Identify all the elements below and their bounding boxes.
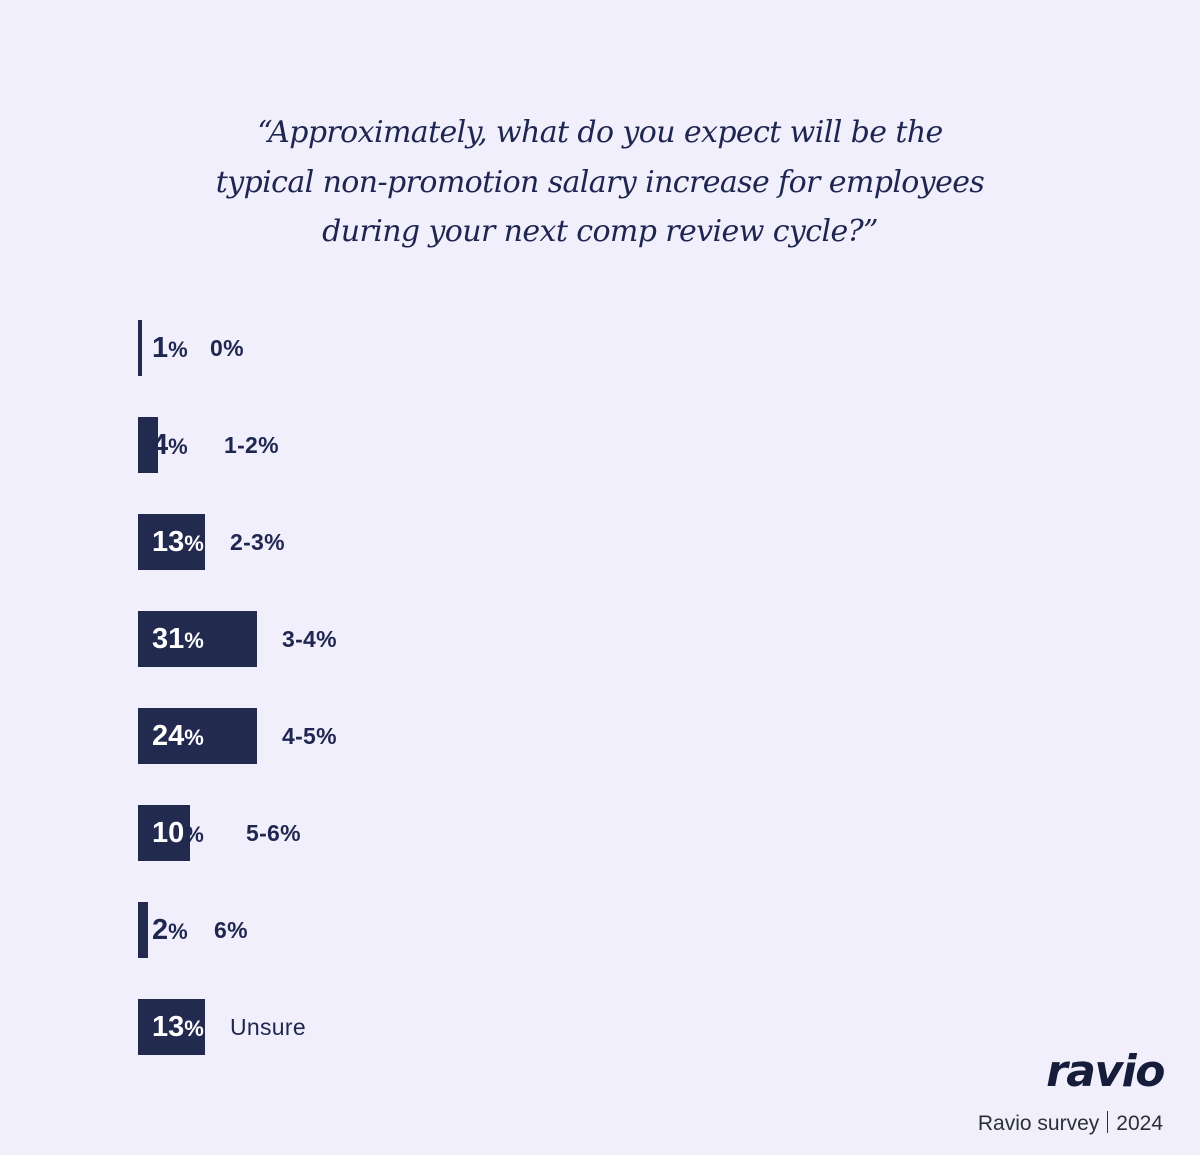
- bar-value-label: 4%: [152, 429, 188, 461]
- bar-value-label: 1%: [152, 332, 188, 364]
- title-line-2: typical non-promotion salary increase fo…: [215, 164, 985, 200]
- category-label: 2-3%: [230, 529, 285, 555]
- category-label: 1-2%: [224, 432, 279, 458]
- bar-row-3: 31% 3-4%: [138, 611, 938, 667]
- bar: [138, 999, 205, 1055]
- bar: [138, 514, 205, 570]
- bar-value-label: 2%: [152, 914, 188, 946]
- bar-value-label: 24%: [152, 720, 204, 752]
- source-footer: Ravio survey 2024: [978, 1111, 1163, 1136]
- bar-row-0: 1% 0%: [138, 320, 938, 376]
- ravio-logo: ravio: [1046, 1046, 1165, 1097]
- category-label: 3-4%: [282, 626, 337, 652]
- bar: [138, 320, 142, 376]
- bar-row-7: 13% Unsure: [138, 999, 938, 1055]
- bar: [138, 902, 148, 958]
- footer-year: 2024: [1116, 1112, 1163, 1135]
- category-label: 6%: [214, 917, 248, 943]
- bar: [138, 611, 257, 667]
- bar-value-label: 31%: [152, 623, 204, 655]
- category-label: 5-6%: [246, 820, 301, 846]
- bar: [138, 708, 257, 764]
- category-label: Unsure: [230, 1014, 306, 1040]
- bar-value-label: 13%: [152, 526, 204, 558]
- bar-row-4: 24% 4-5%: [138, 708, 938, 764]
- category-label: 0%: [210, 335, 244, 361]
- title-line-1: “Approximately, what do you expect will …: [257, 115, 943, 150]
- footer-divider: [1107, 1111, 1109, 1133]
- category-label: 4-5%: [282, 723, 337, 749]
- bar: [138, 417, 158, 473]
- bar-row-5: 10% 5-6%: [138, 805, 938, 861]
- title-line-3: during your next comp review cycle?”: [322, 214, 878, 249]
- bar: [138, 805, 190, 861]
- chart-title: “Approximately, what do you expect will …: [100, 108, 1100, 257]
- bar-row-6: 2% 6%: [138, 902, 938, 958]
- bar-row-1: 4% 1-2%: [138, 417, 938, 473]
- bar-value-label: 10%: [152, 817, 204, 849]
- bar-row-2: 13% 2-3%: [138, 514, 938, 570]
- bar-value-label: 13%: [152, 1011, 204, 1043]
- footer-source: Ravio survey: [977, 1112, 1100, 1135]
